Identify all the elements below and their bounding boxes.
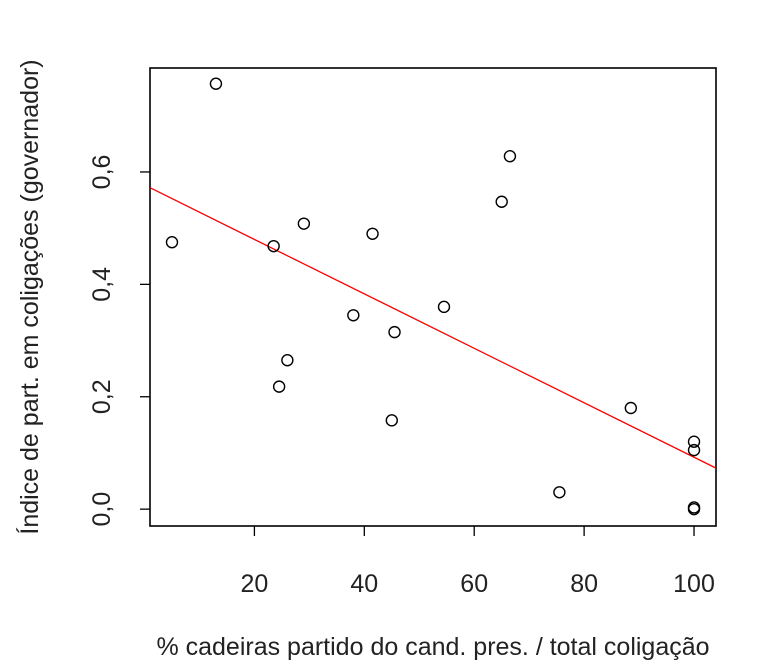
data-point-15 — [687, 435, 701, 448]
x-tick-label-4: 100 — [673, 570, 715, 598]
y-tick-label-2: 0,4 — [88, 267, 116, 302]
x-tick-label-3: 80 — [570, 570, 598, 598]
x-tick-label-0: 20 — [241, 570, 269, 598]
data-point-4 — [281, 354, 294, 367]
data-point-3 — [272, 380, 286, 393]
plot-frame — [149, 67, 717, 527]
data-point-13 — [553, 486, 566, 499]
data-point-8 — [385, 414, 398, 427]
data-point-0 — [165, 236, 179, 249]
x-axis: 20 40 60 80 100 — [241, 526, 715, 598]
data-point-1 — [209, 77, 223, 90]
fit-line-layer — [149, 187, 717, 469]
y-axis-title: Índice de part. em coligações (governado… — [15, 59, 44, 534]
data-point-7 — [366, 227, 379, 240]
data-point-18 — [687, 502, 701, 516]
x-axis-title: % cadeiras partido do cand. pres. / tota… — [156, 633, 709, 661]
x-tick-label-2: 60 — [460, 570, 488, 598]
data-point-14 — [624, 401, 638, 415]
data-point-11 — [495, 195, 508, 208]
regression-line — [149, 187, 717, 469]
points-layer — [165, 77, 701, 516]
y-tick-label-0: 0,0 — [88, 492, 116, 527]
data-point-10 — [437, 300, 451, 314]
y-axis: 0,0 0,2 0,4 0,6 — [88, 155, 150, 527]
data-point-9 — [388, 325, 401, 339]
data-point-12 — [503, 150, 517, 163]
x-tick-label-1: 40 — [350, 570, 378, 598]
data-point-2 — [267, 239, 280, 253]
data-point-6 — [347, 309, 360, 322]
data-point-16 — [687, 443, 701, 457]
data-point-5 — [297, 217, 311, 230]
y-tick-label-3: 0,6 — [88, 155, 116, 190]
y-tick-label-1: 0,2 — [88, 379, 116, 414]
